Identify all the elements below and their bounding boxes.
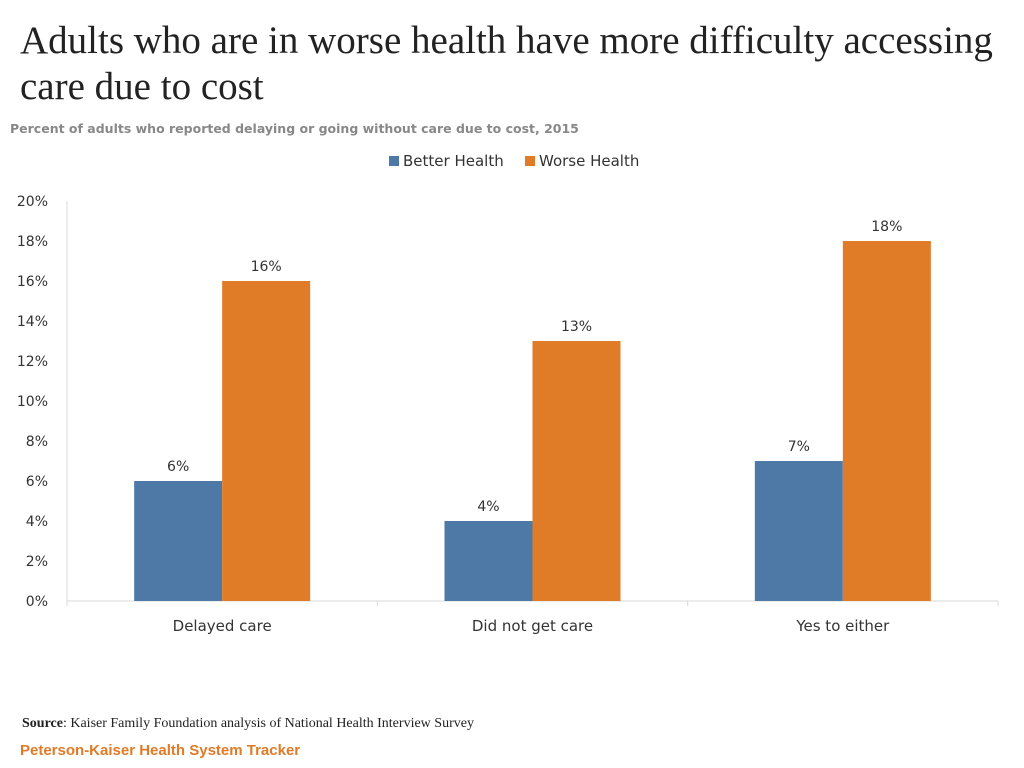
y-tick-label: 18% [17, 234, 48, 250]
data-label: 7% [788, 439, 810, 455]
legend-label-worse-health: Worse Health [539, 152, 639, 170]
y-tick-label: 16% [17, 274, 48, 290]
data-label: 16% [251, 259, 282, 275]
data-label: 4% [477, 499, 499, 515]
bar-worse-health [222, 281, 311, 601]
y-tick-label: 20% [17, 194, 48, 210]
y-tick-label: 10% [17, 394, 48, 410]
data-label: 18% [871, 219, 902, 235]
y-tick-label: 2% [26, 554, 48, 570]
y-tick-label: 6% [26, 474, 48, 490]
source-text: : Kaiser Family Foundation analysis of N… [62, 716, 474, 731]
y-tick-label: 4% [26, 514, 48, 530]
chart-subtitle: Percent of adults who reported delaying … [10, 121, 579, 136]
bar-worse-health [532, 341, 621, 601]
brand-footer: Peterson-Kaiser Health System Tracker [20, 742, 301, 759]
chart-title: Adults who are in worse health have more… [20, 19, 993, 108]
x-tick-label: Delayed care [173, 617, 272, 635]
y-tick-label: 0% [26, 594, 48, 610]
bar-better-health [754, 461, 843, 601]
y-tick-label: 8% [26, 434, 48, 450]
bar-worse-health [842, 241, 931, 601]
bar-chart: 0% 2% 4% 6% 8% 10% 12% 14% 16% 18% 20% 6% 16% Delayed… [17, 152, 999, 635]
legend-label-better-health: Better Health [403, 152, 504, 170]
y-tick-label: 14% [17, 314, 48, 330]
source-label: Source [22, 716, 63, 731]
x-tick-label: Did not get care [472, 617, 593, 635]
x-tick-label: Yes to either [795, 617, 890, 635]
bar-better-health [444, 521, 533, 601]
data-label: 6% [167, 459, 189, 475]
y-tick-label: 12% [17, 354, 48, 370]
legend-swatch-better-health [389, 156, 399, 166]
data-label: 13% [561, 319, 592, 335]
legend-swatch-worse-health [525, 156, 535, 166]
source-note: Source: Kaiser Family Foundation analysi… [22, 716, 474, 732]
bar-better-health [134, 481, 223, 601]
